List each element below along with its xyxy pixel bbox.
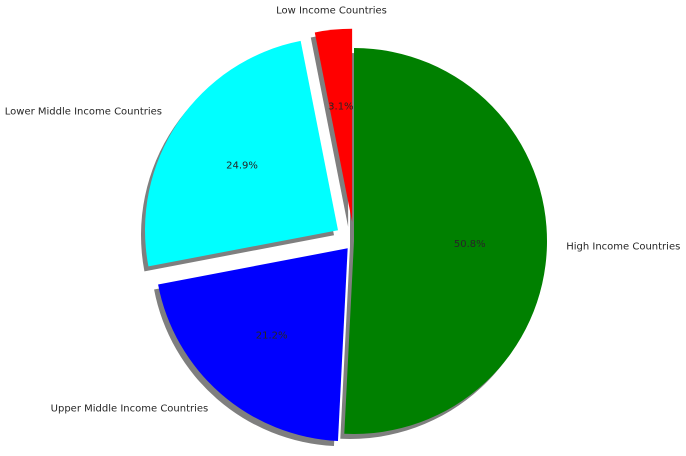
slice-upper-middle-income-countries [158,248,348,442]
slice-high-income-countries [344,48,548,435]
percent-lower-middle-income-countries: 24.9% [226,160,258,171]
label-high-income-countries: High Income Countries [566,241,680,252]
slice-labels: Low Income Countries 3.1% Lower Middle Inc… [5,5,681,414]
pie-slices [145,28,548,442]
percent-upper-middle-income-countries: 21.2% [256,331,288,342]
slice-low-income-countries [314,28,353,222]
percent-low-income-countries: 3.1% [328,102,353,113]
label-lower-middle-income-countries: Lower Middle Income Countries [5,106,162,117]
label-low-income-countries: Low Income Countries [276,5,387,16]
slice-lower-middle-income-countries [145,40,339,267]
label-upper-middle-income-countries: Upper Middle Income Countries [51,403,209,414]
percent-high-income-countries: 50.8% [454,239,486,250]
